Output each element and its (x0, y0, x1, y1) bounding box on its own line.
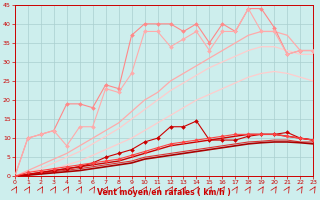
X-axis label: Vent moyen/en rafales ( km/h ): Vent moyen/en rafales ( km/h ) (97, 188, 231, 197)
